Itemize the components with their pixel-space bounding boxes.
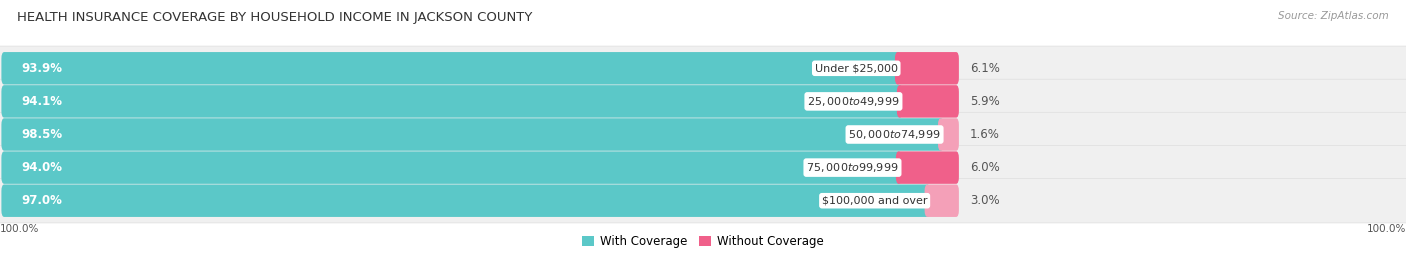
Text: $25,000 to $49,999: $25,000 to $49,999 [807,95,900,108]
Text: 93.9%: 93.9% [21,62,62,75]
Text: 94.1%: 94.1% [21,95,62,108]
Text: 98.5%: 98.5% [21,128,62,141]
FancyBboxPatch shape [0,179,1406,223]
FancyBboxPatch shape [1,151,901,184]
FancyBboxPatch shape [0,46,1406,90]
Text: 97.0%: 97.0% [21,194,62,207]
FancyBboxPatch shape [938,118,959,151]
Text: 100.0%: 100.0% [1367,224,1406,234]
Text: Source: ZipAtlas.com: Source: ZipAtlas.com [1278,11,1389,21]
Text: 5.9%: 5.9% [970,95,1000,108]
Text: 1.6%: 1.6% [970,128,1000,141]
FancyBboxPatch shape [1,118,943,151]
Text: $75,000 to $99,999: $75,000 to $99,999 [806,161,898,174]
Text: Under $25,000: Under $25,000 [814,63,898,73]
FancyBboxPatch shape [1,85,903,118]
Text: 94.0%: 94.0% [21,161,62,174]
FancyBboxPatch shape [896,52,959,84]
FancyBboxPatch shape [1,185,931,217]
Legend: With Coverage, Without Coverage: With Coverage, Without Coverage [578,230,828,253]
Text: 6.0%: 6.0% [970,161,1000,174]
Text: HEALTH INSURANCE COVERAGE BY HOUSEHOLD INCOME IN JACKSON COUNTY: HEALTH INSURANCE COVERAGE BY HOUSEHOLD I… [17,11,533,24]
FancyBboxPatch shape [897,85,959,118]
FancyBboxPatch shape [0,79,1406,123]
FancyBboxPatch shape [0,146,1406,190]
FancyBboxPatch shape [925,185,959,217]
Text: $100,000 and over: $100,000 and over [823,196,928,206]
Text: 3.0%: 3.0% [970,194,1000,207]
Text: 6.1%: 6.1% [970,62,1000,75]
Text: $50,000 to $74,999: $50,000 to $74,999 [848,128,941,141]
FancyBboxPatch shape [0,112,1406,157]
Text: 100.0%: 100.0% [0,224,39,234]
FancyBboxPatch shape [1,52,901,84]
FancyBboxPatch shape [896,151,959,184]
